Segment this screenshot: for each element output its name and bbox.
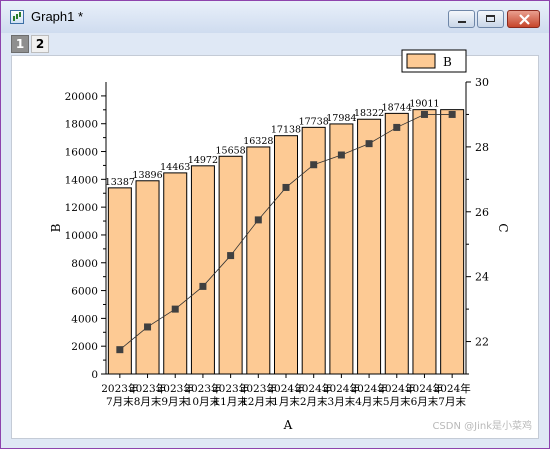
- x-tick-label-year: 2024年: [323, 382, 360, 395]
- x-axis-title: A: [283, 418, 293, 432]
- bar: [329, 123, 354, 375]
- x-tick-label-year: 2024年: [406, 382, 443, 395]
- graph-window-icon[interactable]: [10, 10, 24, 24]
- line-marker: [282, 183, 290, 191]
- y-axis-title: B: [49, 223, 63, 232]
- line-marker: [171, 305, 179, 313]
- bar: [135, 180, 160, 375]
- x-tick-label-year: 2023年: [101, 382, 138, 395]
- x-tick-label-month: 10月末: [186, 395, 221, 408]
- x-tick-label-year: 2023年: [157, 382, 194, 395]
- close-button[interactable]: [507, 10, 540, 28]
- line-marker: [116, 346, 124, 354]
- graph-canvas[interactable]: 13387 13896 14463 14972 15658 16328 17138 17738…: [11, 49, 539, 439]
- x-tick-label-year: 2024年: [295, 382, 332, 395]
- x-tick-label-year: 2023年: [212, 382, 249, 395]
- bar: [218, 155, 243, 375]
- x-tick-label-year: 2023年: [240, 382, 277, 395]
- layer-tab-2[interactable]: 2: [31, 35, 49, 53]
- x-tick-label-month: 4月末: [355, 395, 383, 408]
- line-marker: [448, 110, 456, 118]
- y-tick-label: 4000: [71, 313, 98, 325]
- x-tick-label-month: 5月末: [383, 395, 411, 408]
- line-marker: [227, 252, 235, 260]
- minimize-button[interactable]: [448, 10, 475, 28]
- x-tick-label-month: 6月末: [411, 395, 439, 408]
- window-title: Graph1 *: [31, 9, 84, 24]
- watermark: CSDN @Jink是小菜鸡: [432, 421, 532, 432]
- legend-label: B: [443, 55, 452, 69]
- bar: [190, 165, 215, 375]
- bar-value-label: 18744: [382, 102, 412, 113]
- close-icon: [519, 14, 530, 25]
- y-tick-label: 16000: [65, 147, 98, 159]
- x-tick-label-month: 8月末: [134, 395, 162, 408]
- y-tick-label: 10000: [65, 230, 98, 242]
- x-tick-label-year: 2023年: [129, 382, 166, 395]
- x-tick-label-year: 2024年: [267, 382, 304, 395]
- maximize-button[interactable]: [477, 10, 504, 28]
- legend-swatch: [406, 53, 436, 69]
- x-tick-label-year: 2024年: [378, 382, 415, 395]
- bar-value-label: 17738: [299, 116, 329, 127]
- y-tick-label: 12000: [65, 202, 98, 214]
- bar: [107, 187, 132, 375]
- line-marker: [393, 123, 401, 131]
- x-tick-label-month: 12月末: [241, 395, 276, 408]
- y2-tick-label: 30: [475, 76, 489, 89]
- y-tick-label: 2000: [71, 341, 98, 353]
- x-tick-label-month: 7月末: [106, 395, 134, 408]
- bar-value-label: 13387: [105, 177, 135, 188]
- line-marker: [254, 216, 262, 224]
- line-marker: [199, 282, 207, 290]
- y-tick-label: 8000: [71, 258, 98, 270]
- y2-tick-label: 28: [475, 141, 489, 154]
- bar: [440, 109, 465, 375]
- bar: [163, 172, 188, 375]
- y2-tick-label: 22: [475, 336, 489, 349]
- bar-value-label: 15658: [215, 145, 245, 156]
- x-tick-label-month: 2月末: [300, 395, 328, 408]
- y-tick-label: 20000: [65, 91, 98, 103]
- bar: [412, 109, 437, 375]
- bar-value-label: 16328: [243, 136, 273, 147]
- x-tick-label-month: 9月末: [161, 395, 189, 408]
- y-tick-label: 14000: [65, 174, 98, 186]
- x-tick-label-month: 1月末: [272, 395, 300, 408]
- line-marker: [365, 140, 373, 148]
- line-marker: [310, 161, 318, 169]
- bar-value-label: 17138: [271, 125, 301, 136]
- bar: [384, 112, 409, 375]
- y-tick-label: 6000: [71, 286, 98, 298]
- bar-value-label: 13896: [132, 170, 162, 181]
- bar-value-label: 14463: [160, 162, 190, 173]
- bar: [246, 146, 271, 375]
- y2-tick-label: 26: [475, 206, 489, 219]
- line-marker: [337, 151, 345, 159]
- bar-value-label: 18322: [354, 108, 384, 119]
- x-tick-label-month: 3月末: [328, 395, 356, 408]
- line-marker: [420, 110, 428, 118]
- bar-value-label: 14972: [188, 155, 218, 166]
- y-tick-label: 0: [91, 369, 98, 381]
- layer-tab-1[interactable]: 1: [11, 35, 29, 53]
- y2-axis-title: C: [496, 223, 510, 232]
- x-tick-label-month: 11月末: [213, 395, 248, 408]
- title-bar[interactable]: Graph1 *: [1, 1, 549, 33]
- y2-tick-label: 24: [475, 271, 489, 284]
- bar: [357, 118, 382, 375]
- bar-value-label: 19011: [409, 99, 439, 110]
- x-tick-label-year: 2024年: [434, 382, 471, 395]
- x-tick-label-year: 2023年: [184, 382, 221, 395]
- bar-value-label: 17984: [326, 113, 356, 124]
- x-tick-label-year: 2024年: [350, 382, 387, 395]
- y-tick-label: 18000: [65, 119, 98, 131]
- x-tick-label-month: 7月末: [438, 395, 466, 408]
- bar: [274, 135, 298, 375]
- line-marker: [144, 323, 152, 331]
